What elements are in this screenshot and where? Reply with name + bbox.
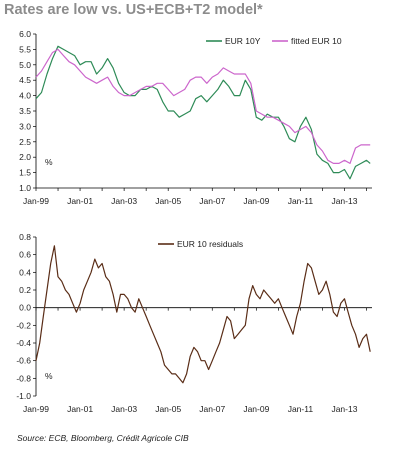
y-tick-label: -1.0	[16, 391, 31, 401]
top-chart: 1.0 1.5 2.0 2.5 3.0 3.5 4.0 4.5 5.0 5.5 6.0 Jan-99 J…	[19, 29, 372, 206]
y-tick-label: 2.0	[19, 152, 31, 162]
y-tick-label: 4.5	[19, 75, 31, 85]
x-tick-label: Jan-11	[288, 196, 314, 206]
series-line-eur-10-residuals	[35, 245, 371, 384]
unit-label: %	[45, 157, 53, 167]
x-tick-label: Jan-01	[67, 196, 93, 206]
y-tick-label: 3.0	[19, 121, 31, 131]
x-tick-label: Jan-07	[199, 196, 225, 206]
x-tick-label: Jan-99	[23, 196, 49, 206]
y-tick-label: 5.0	[19, 60, 31, 70]
x-tick-label: Jan-11	[288, 404, 314, 414]
y-tick-label: 3.5	[19, 106, 31, 116]
y-tick-label: 1.0	[19, 183, 31, 193]
legend-label-fitted-eur-10: fitted EUR 10	[291, 36, 342, 46]
x-tick-label: Jan-09	[243, 404, 269, 414]
x-tick-label: Jan-13	[331, 404, 357, 414]
x-tick-label: Jan-01	[67, 404, 93, 414]
x-tick-label: Jan-09	[243, 196, 269, 206]
series-line-eur-10y	[35, 45, 371, 180]
x-tick-label: Jan-13	[331, 196, 357, 206]
y-tick-label: -0.6	[16, 356, 31, 366]
x-tick-label: Jan-99	[23, 404, 49, 414]
y-tick-label: 0.4	[19, 267, 31, 277]
y-tick-label: -0.4	[16, 338, 31, 348]
y-tick-label: 0.2	[19, 285, 31, 295]
series-line-fitted-eur-10	[35, 48, 371, 164]
unit-label: %	[45, 371, 53, 381]
bottom-chart: -1.0 -0.8 -0.6 -0.4 -0.2 0.0 0.2 0.4 0.6 0.8 Jan-9…	[16, 232, 372, 414]
x-tick-label: Jan-05	[155, 196, 181, 206]
legend-label-eur-10-residuals: EUR 10 residuals	[177, 239, 243, 249]
y-tick-label: 0.8	[19, 232, 31, 242]
y-tick-label: 6.0	[19, 29, 31, 39]
y-tick-label: 5.5	[19, 44, 31, 54]
legend-label-eur-10y: EUR 10Y	[225, 36, 261, 46]
x-tick-label: Jan-03	[111, 404, 137, 414]
y-tick-label: 0.0	[19, 303, 31, 313]
x-tick-label: Jan-07	[199, 404, 225, 414]
y-tick-label: 4.0	[19, 91, 31, 101]
y-tick-label: 0.6	[19, 250, 31, 260]
y-tick-label: 2.5	[19, 137, 31, 147]
y-tick-label: 1.5	[19, 168, 31, 178]
chart-title: Rates are low vs. US+ECB+T2 model*	[4, 2, 263, 18]
x-tick-label: Jan-05	[155, 404, 181, 414]
y-tick-label: -0.2	[16, 320, 31, 330]
x-tick-label: Jan-03	[111, 196, 137, 206]
y-tick-label: -0.8	[16, 373, 31, 383]
source-note: Source: ECB, Bloomberg, Crédit Agricole …	[17, 433, 189, 443]
